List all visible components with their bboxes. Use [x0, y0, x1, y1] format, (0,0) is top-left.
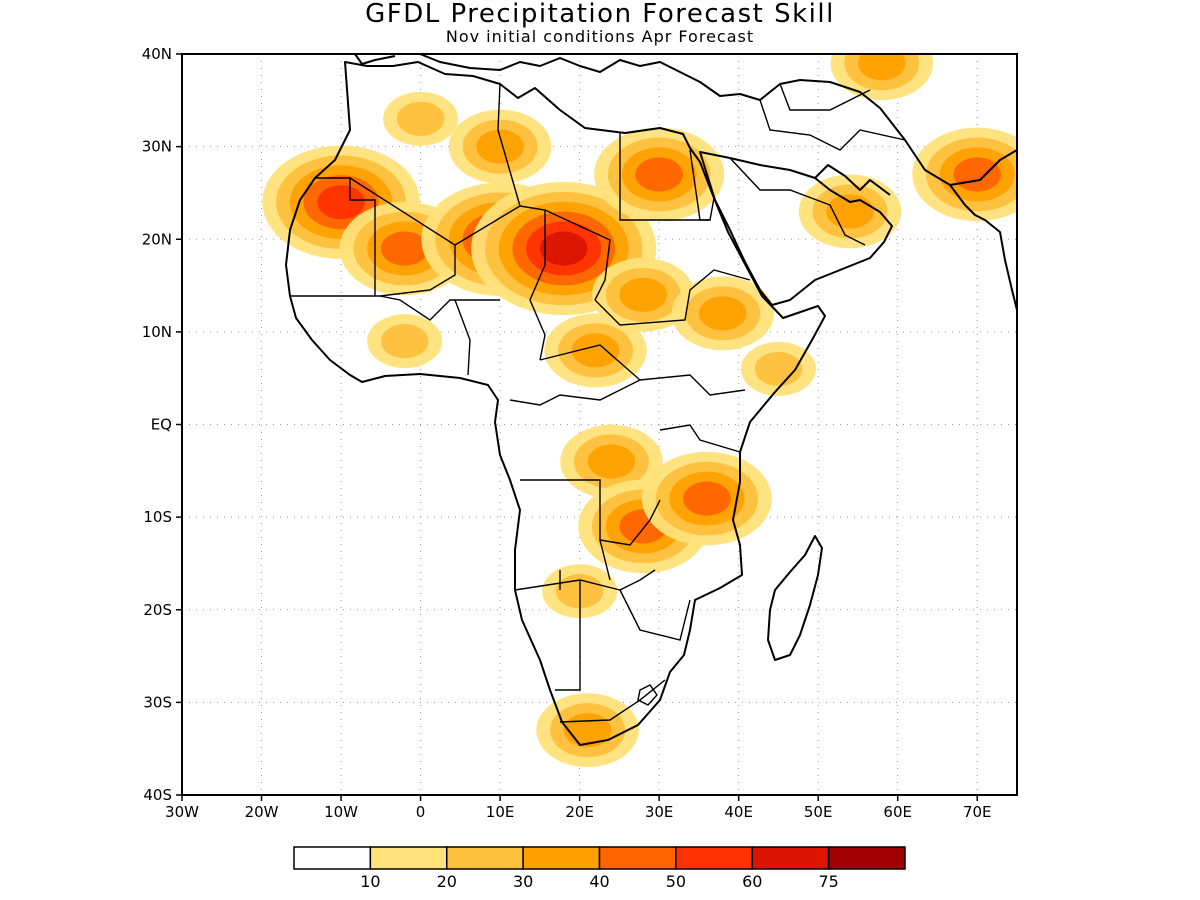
lon-tick-label: 20E — [565, 803, 594, 821]
lon-tick-label: 30W — [165, 803, 199, 821]
lat-tick-label: 40S — [143, 786, 172, 804]
lon-tick-label: 60E — [883, 803, 912, 821]
skill-blob — [635, 157, 683, 192]
skill-blob — [754, 351, 803, 387]
skill-blob — [571, 333, 620, 368]
lon-tick-label: 30E — [645, 803, 674, 821]
skill-blob — [858, 54, 906, 81]
skill-blob — [317, 185, 365, 220]
colorbar-label: 20 — [437, 872, 457, 891]
india-coastline — [949, 184, 1017, 311]
skill-layer — [262, 54, 1017, 768]
colorbar-swatch — [751, 846, 830, 870]
skill-blob — [953, 157, 1001, 192]
lon-tick-label: 20W — [245, 803, 279, 821]
lat-tick-label: EQ — [151, 416, 172, 434]
colorbar-swatch — [827, 846, 906, 870]
lon-tick-label: 50E — [804, 803, 833, 821]
colorbar-swatch — [522, 846, 601, 870]
skill-blob — [476, 129, 524, 164]
colorbar-label: 30 — [513, 872, 533, 891]
lat-tick-label: 20S — [143, 601, 172, 619]
colorbar-label: 10 — [360, 872, 380, 891]
colorbar-swatch — [293, 846, 372, 870]
latitude-axis: 40N 30N 20N 10N EQ 10S 20S 30S 40S — [142, 45, 182, 804]
lat-tick-label: 30N — [142, 138, 172, 156]
persian-gulf — [814, 164, 891, 196]
lon-tick-label: 0 — [416, 803, 426, 821]
skill-blob — [563, 713, 612, 748]
colorbar: 10 20 30 40 50 60 75 — [293, 846, 906, 891]
country-borders — [290, 83, 906, 723]
lon-tick-label: 40E — [724, 803, 753, 821]
skill-blob — [587, 444, 636, 479]
skill-blob — [396, 101, 445, 136]
skill-blob — [380, 231, 429, 266]
coastlines — [285, 54, 1017, 746]
africa-coastline — [285, 61, 826, 746]
colorbar-label: 75 — [818, 872, 838, 891]
madagascar-coastline — [767, 535, 823, 661]
colorbar-label: 50 — [666, 872, 686, 891]
lat-tick-label: 40N — [142, 45, 172, 63]
map-title: GFDL Precipitation Forecast Skill — [365, 0, 835, 29]
map-subtitle: Nov initial conditions Apr Forecast — [445, 27, 755, 46]
lat-tick-label: 10S — [143, 508, 172, 526]
lat-tick-label: 30S — [143, 693, 172, 711]
skill-blob — [380, 324, 429, 359]
lon-tick-label: 10W — [324, 803, 358, 821]
lat-tick-label: 10N — [142, 323, 172, 341]
skill-blob — [619, 277, 667, 312]
skill-blob — [699, 296, 747, 331]
longitude-axis: 30W 20W 10W 0 10E 20E 30E 40E 50E 60E 70E — [165, 795, 992, 821]
colorbar-swatch — [369, 846, 448, 870]
lat-tick-label: 20N — [142, 230, 172, 248]
lon-tick-label: 10E — [486, 803, 515, 821]
colorbar-swatch — [675, 846, 753, 870]
skill-blob — [683, 481, 731, 516]
arabia-coastline — [699, 151, 893, 306]
eurasia-coastline — [354, 54, 1017, 186]
colorbar-label: 60 — [742, 872, 762, 891]
lon-tick-label: 70E — [963, 803, 992, 821]
skill-blob — [539, 231, 588, 266]
colorbar-swatch — [598, 846, 677, 870]
colorbar-swatch — [446, 846, 524, 870]
colorbar-label: 40 — [589, 872, 609, 891]
